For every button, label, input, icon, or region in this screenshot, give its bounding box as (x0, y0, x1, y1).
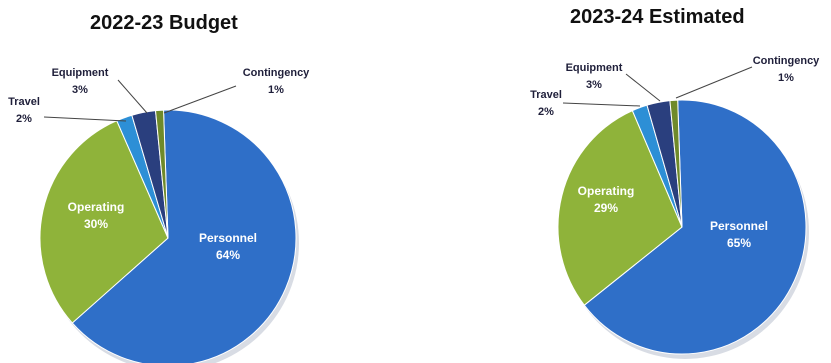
pie-slice-contingency (154, 109, 169, 239)
leader-line-travel (562, 102, 641, 107)
slice-value-contingency: 1% (778, 72, 794, 84)
chart-title-2023-24: 2023-24 Estimated (570, 6, 745, 28)
slice-value-equipment: 3% (72, 84, 88, 96)
slice-value-personnel: 64% (216, 248, 240, 262)
leader-line-contingency (675, 66, 753, 99)
slice-label-contingency: Contingency (753, 55, 820, 67)
slice-value-travel: 2% (16, 113, 32, 125)
chart-title-2022-23: 2022-23 Budget (90, 12, 238, 34)
leader-line-contingency (163, 85, 237, 114)
slice-label-personnel: Personnel (710, 219, 768, 233)
slice-value-travel: 2% (538, 106, 554, 118)
slice-label-operating: Operating (68, 200, 125, 214)
pie-slice-operating (39, 120, 169, 324)
slice-value-operating: 29% (594, 201, 618, 215)
leader-line-travel (43, 116, 127, 122)
pie-slice-personnel (583, 99, 807, 355)
slice-label-operating: Operating (578, 184, 635, 198)
slice-label-travel: Travel (530, 89, 562, 101)
pie-0: Personnel 64% Operating 30% Travel 2% Equipmen… (8, 67, 310, 363)
pie-slice-contingency (669, 99, 683, 228)
leader-line-equipment (625, 73, 661, 102)
slice-label-travel: Travel (8, 96, 40, 108)
slice-label-equipment: Equipment (566, 62, 623, 74)
pie-1: Personnel 65% Operating 29% Travel 2% Equipmen… (530, 55, 820, 359)
pie-slice-operating (557, 109, 683, 306)
leader-line-equipment (117, 79, 148, 114)
slice-label-contingency: Contingency (243, 67, 310, 79)
slice-value-personnel: 65% (727, 236, 751, 250)
slice-value-operating: 30% (84, 217, 108, 231)
slice-value-equipment: 3% (586, 79, 602, 91)
slice-label-personnel: Personnel (199, 231, 257, 245)
slice-label-equipment: Equipment (52, 67, 109, 79)
slice-value-contingency: 1% (268, 84, 284, 96)
pie-slice-personnel (71, 109, 297, 363)
